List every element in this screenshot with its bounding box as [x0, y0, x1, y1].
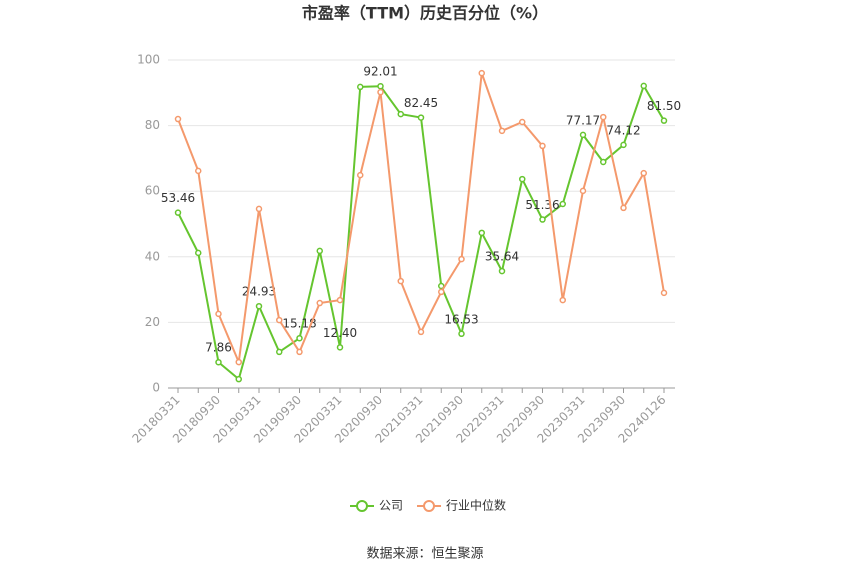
point — [539, 216, 546, 223]
point — [498, 127, 506, 135]
point — [276, 348, 283, 356]
y-tick-label: 60 — [145, 184, 160, 198]
legend-marker — [356, 500, 368, 512]
y-tick-label: 100 — [137, 53, 160, 67]
point — [417, 328, 425, 336]
point — [255, 205, 263, 213]
point — [640, 169, 647, 177]
point — [458, 330, 465, 338]
point — [174, 209, 182, 216]
point — [600, 158, 607, 166]
data-label: 77.17 — [566, 113, 600, 127]
data-label: 81.50 — [647, 99, 681, 113]
data-label: 35.64 — [485, 250, 519, 264]
point — [539, 142, 546, 150]
data-label: 7.86 — [205, 341, 232, 355]
chart-title: 市盈率（TTM）历史百分位（%） — [302, 4, 548, 23]
point — [195, 249, 202, 257]
point — [296, 348, 303, 356]
point — [519, 118, 526, 126]
point — [316, 299, 323, 307]
point — [438, 288, 445, 296]
source: 数据来源：恒生聚源 — [366, 547, 483, 562]
point — [336, 296, 344, 304]
point — [397, 110, 404, 118]
point — [397, 277, 404, 285]
point — [417, 114, 425, 121]
legend-label: 行业中位数 — [446, 498, 506, 513]
point — [478, 229, 485, 237]
point — [620, 141, 627, 149]
point — [640, 82, 647, 90]
point — [357, 171, 364, 179]
point — [255, 302, 263, 310]
data-label: 74.12 — [606, 123, 640, 137]
point — [357, 83, 364, 91]
point — [336, 344, 344, 351]
y-tick-label: 0 — [152, 381, 160, 395]
legend-marker — [423, 500, 436, 512]
data-label: 15.18 — [282, 317, 316, 331]
point — [316, 247, 323, 255]
point — [579, 131, 587, 139]
data-label: 24.93 — [242, 285, 276, 299]
y-tick-label: 20 — [145, 315, 160, 329]
point — [296, 334, 303, 342]
point — [215, 310, 222, 318]
data-label: 82.45 — [404, 96, 438, 110]
point — [235, 375, 242, 383]
point — [458, 255, 465, 263]
point — [377, 82, 384, 90]
point — [174, 115, 182, 123]
point — [377, 88, 384, 96]
point — [660, 289, 668, 297]
point — [478, 69, 485, 77]
y-tick-label: 40 — [145, 249, 160, 263]
data-label: 53.46 — [161, 191, 195, 205]
y-tick-label: 80 — [145, 118, 160, 132]
legend-label: 公司 — [379, 499, 403, 513]
point — [519, 175, 526, 183]
point — [498, 267, 506, 275]
point — [195, 167, 202, 175]
data-label: 12.40 — [323, 326, 357, 340]
data-label: 51.36 — [525, 198, 559, 212]
point — [620, 204, 627, 212]
data-label: 16.53 — [444, 312, 478, 326]
point — [579, 187, 587, 195]
point — [559, 200, 566, 208]
point — [559, 296, 566, 304]
point — [600, 113, 607, 121]
point — [235, 358, 242, 366]
point — [660, 117, 668, 124]
point — [276, 316, 283, 324]
data-label: 92.01 — [363, 65, 397, 79]
point — [215, 358, 222, 366]
